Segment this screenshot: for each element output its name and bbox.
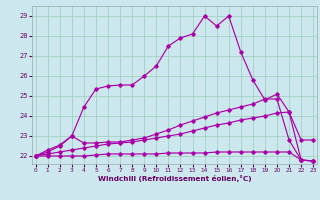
X-axis label: Windchill (Refroidissement éolien,°C): Windchill (Refroidissement éolien,°C)	[98, 175, 251, 182]
